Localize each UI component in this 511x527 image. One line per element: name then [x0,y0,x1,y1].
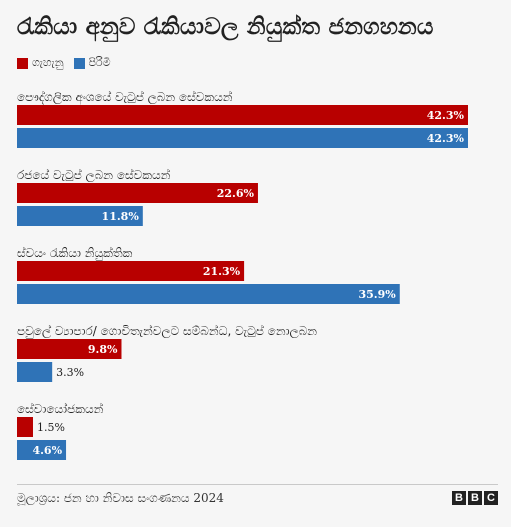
legend-label-women: ගැහැනු [32,56,64,69]
category-label: රජයේ වැටුප් ලබන සේවකයන් [17,168,171,183]
bbc-logo-letter: B [452,491,466,505]
data-label: 9.8% [88,343,118,356]
data-label: 3.3% [56,366,84,379]
category-label: පෞද්ගලික අංශයේ වැටුප් ලබන සේවකයන් [17,90,233,105]
bar-men [17,206,143,226]
legend-swatch-men [73,57,85,69]
data-label: 21.3% [203,265,241,278]
legend-label-men: පිරිමි [88,56,111,69]
bar-women [17,339,122,359]
bar-women [17,261,245,281]
data-label: 1.5% [37,421,65,434]
legend-item-women: ගැහැනු [17,56,64,70]
source-note: මූලාශ්‍රය: ජන හා නිවාස සංගණනය 2024 [17,491,224,505]
bar-men [17,128,468,148]
bbc-logo-letter: B [468,491,482,505]
legend-swatch-women [17,57,28,69]
data-label: 4.6% [32,444,62,457]
category-label: සේවායෝජකයන් [17,402,104,416]
bar-men [17,362,53,382]
bar-women [17,105,468,125]
data-label: 42.3% [427,132,465,145]
data-label: 22.6% [217,187,255,200]
legend: ගැහැනු පිරිමි [17,56,121,70]
legend-item-men: පිරිමි [73,56,111,70]
bar-women [17,417,33,437]
footer-divider [17,484,498,485]
data-label: 42.3% [427,109,465,122]
bar-men [17,440,67,460]
bar-men [17,284,400,304]
data-label: 35.9% [359,288,397,301]
bbc-logo: B B C [452,491,500,505]
category-label: පවුලේ ව්‍යාපාර/ ගොවිතැන්වලට සම්බන්ධ, වැට… [17,324,317,339]
chart-title: රැකියා අනුව රැකියාවල නියුක්ත ජනගහනය [17,14,434,40]
category-label: ස්වයං රැකියා නියුක්තික [17,246,133,261]
data-label: 11.8% [102,210,140,223]
bar-chart: පෞද්ගලික අංශයේ වැටුප් ලබන සේවකයන් 42.3% 42… [17,90,468,460]
bar-women [17,183,258,203]
bbc-logo-letter: C [484,491,498,505]
